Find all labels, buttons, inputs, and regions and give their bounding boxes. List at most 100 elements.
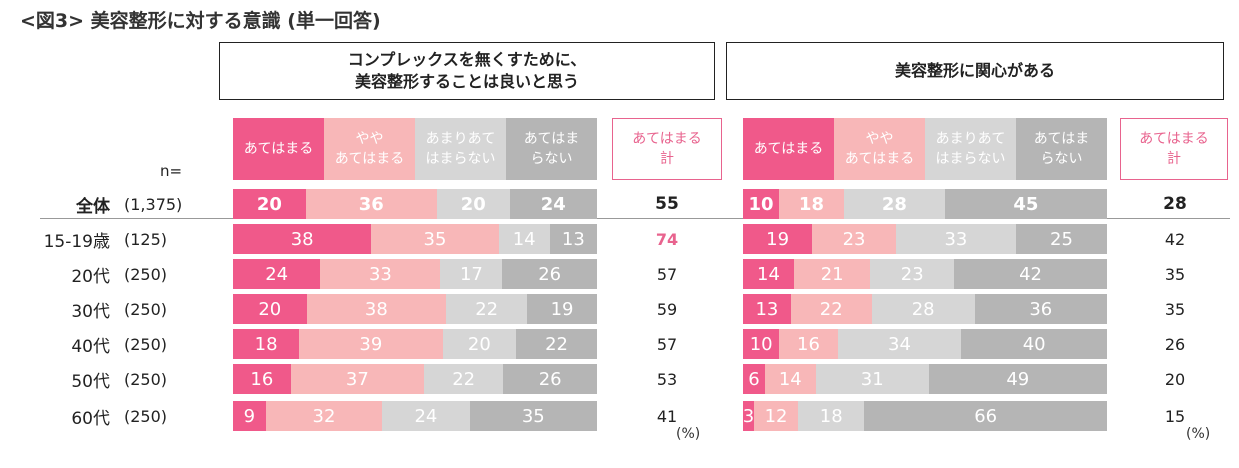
legend-strong-disagree: あてはま らない xyxy=(506,118,597,180)
row-label: 30代 (250) xyxy=(0,294,210,324)
bar-segment: 25 xyxy=(1016,224,1107,254)
row-group-label: 30代 xyxy=(71,301,110,322)
bar-segment: 20 xyxy=(233,294,307,324)
bar-segment: 34 xyxy=(837,329,962,359)
bar-segment: 16 xyxy=(233,364,291,394)
bar-segment: 22 xyxy=(790,294,872,324)
row-group-label: 全体 xyxy=(76,196,110,217)
bar-segment: 39 xyxy=(299,329,443,359)
bar-segment: 18 xyxy=(798,401,865,431)
total-value: 59 xyxy=(656,299,678,319)
legend-strong-agree: あてはまる xyxy=(743,118,834,180)
bar-segment: 13 xyxy=(743,294,791,324)
row-label: 50代 (250) xyxy=(0,364,210,394)
bar-segment: 22 xyxy=(516,329,597,359)
total-value: 74 xyxy=(655,229,679,249)
row-sample-size: (250) xyxy=(124,369,168,389)
bar-segment: 26 xyxy=(502,259,597,289)
bar-segment: 16 xyxy=(779,329,838,359)
bar-segment: 24 xyxy=(509,189,597,219)
legend-disagree: あまりあて はまらない xyxy=(925,118,1016,180)
bar-segment: 42 xyxy=(954,259,1107,289)
bar-segment: 14 xyxy=(498,224,550,254)
bar-segment: 18 xyxy=(233,329,300,359)
total-value: 57 xyxy=(656,264,678,284)
bar-segment: 28 xyxy=(871,294,975,324)
total-value: 41 xyxy=(656,406,678,426)
bar-segment: 10 xyxy=(743,189,780,219)
bar-segment: 33 xyxy=(320,259,441,289)
total-value: 57 xyxy=(656,334,678,354)
bar-segment: 9 xyxy=(233,401,266,431)
total-value: 55 xyxy=(655,194,679,214)
bar-segment: 13 xyxy=(549,224,597,254)
bar-segment: 21 xyxy=(793,259,871,289)
total-value: 53 xyxy=(656,369,678,389)
total-value: 20 xyxy=(1164,369,1186,389)
row-sample-size: (125) xyxy=(124,229,168,249)
row-sample-size: (250) xyxy=(124,334,168,354)
bar-segment: 36 xyxy=(305,189,437,219)
bar-segment: 23 xyxy=(870,259,955,289)
panel-title-interest: 美容整形に関心がある xyxy=(726,42,1224,100)
bar-segment: 24 xyxy=(382,401,470,431)
legend-disagree: あまりあて はまらない xyxy=(415,118,506,180)
bar-segment: 20 xyxy=(442,329,517,359)
row-label: 40代 (250) xyxy=(0,329,210,359)
unit-label: (%) xyxy=(676,426,701,442)
row-label: 20代 (250) xyxy=(0,259,210,289)
bar-segment: 35 xyxy=(371,224,499,254)
legend-total: あてはまる 計 xyxy=(1120,118,1228,180)
bar-segment: 33 xyxy=(895,224,1016,254)
bar-segment: 36 xyxy=(974,294,1107,324)
bar-segment: 22 xyxy=(446,294,528,324)
legend-agree: やや あてはまる xyxy=(324,118,415,180)
bar-segment: 37 xyxy=(290,364,424,394)
row-label: 全体 (1,375) xyxy=(0,189,210,219)
panel-title-complex: コンプレックスを無くすために、 美容整形することは良いと思う xyxy=(219,42,715,100)
bar-segment: 18 xyxy=(779,189,844,219)
bar-segment: 35 xyxy=(469,401,597,431)
bar-segment: 22 xyxy=(424,364,504,394)
bar-segment: 6 xyxy=(743,364,765,394)
row-sample-size: (1,375) xyxy=(124,194,183,214)
total-value: 35 xyxy=(1164,299,1186,319)
row-group-label: 20代 xyxy=(71,266,110,287)
legend-strong-disagree: あてはま らない xyxy=(1016,118,1107,180)
row-label: 15-19歳 (125) xyxy=(0,224,210,254)
total-value: 35 xyxy=(1164,264,1186,284)
bar-segment: 19 xyxy=(743,224,813,254)
bar-segment: 38 xyxy=(233,224,372,254)
bar-segment: 14 xyxy=(764,364,816,394)
row-group-label: 50代 xyxy=(71,371,110,392)
bar-segment: 32 xyxy=(265,401,383,431)
total-value: 28 xyxy=(1163,194,1187,214)
row-sample-size: (250) xyxy=(124,299,168,319)
bar-segment: 66 xyxy=(864,401,1107,431)
total-value: 26 xyxy=(1164,334,1186,354)
row-sample-size: (250) xyxy=(124,264,168,284)
bar-segment: 28 xyxy=(843,189,945,219)
bar-segment: 19 xyxy=(527,294,597,324)
bar-segment: 45 xyxy=(944,189,1107,219)
bar-segment: 14 xyxy=(743,259,794,289)
bar-segment: 20 xyxy=(436,189,510,219)
bar-segment: 12 xyxy=(754,401,799,431)
row-label: 60代 (250) xyxy=(0,401,210,431)
row-group-label: 60代 xyxy=(71,408,110,429)
separator-line xyxy=(40,218,1230,219)
bar-segment: 40 xyxy=(961,329,1107,359)
bar-segment: 49 xyxy=(928,364,1107,394)
legend-total: あてはまる 計 xyxy=(612,118,722,180)
bar-segment: 23 xyxy=(812,224,896,254)
bar-segment: 24 xyxy=(233,259,321,289)
bar-segment: 26 xyxy=(503,364,597,394)
total-value: 15 xyxy=(1164,406,1186,426)
bar-segment: 10 xyxy=(743,329,780,359)
row-sample-size: (250) xyxy=(124,406,168,426)
n-label: n= xyxy=(160,162,183,180)
bar-segment: 31 xyxy=(815,364,929,394)
bar-segment: 17 xyxy=(440,259,503,289)
row-group-label: 40代 xyxy=(71,336,110,357)
total-value: 42 xyxy=(1164,229,1186,249)
